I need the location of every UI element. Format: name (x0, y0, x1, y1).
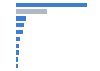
Bar (16, 3, 87, 7)
Bar (16, 50, 19, 55)
Bar (16, 57, 18, 62)
Bar (16, 44, 19, 48)
Bar (16, 16, 26, 21)
Bar (16, 23, 24, 27)
Bar (16, 64, 18, 68)
Bar (16, 30, 23, 34)
Bar (16, 9, 47, 14)
Bar (16, 37, 20, 41)
